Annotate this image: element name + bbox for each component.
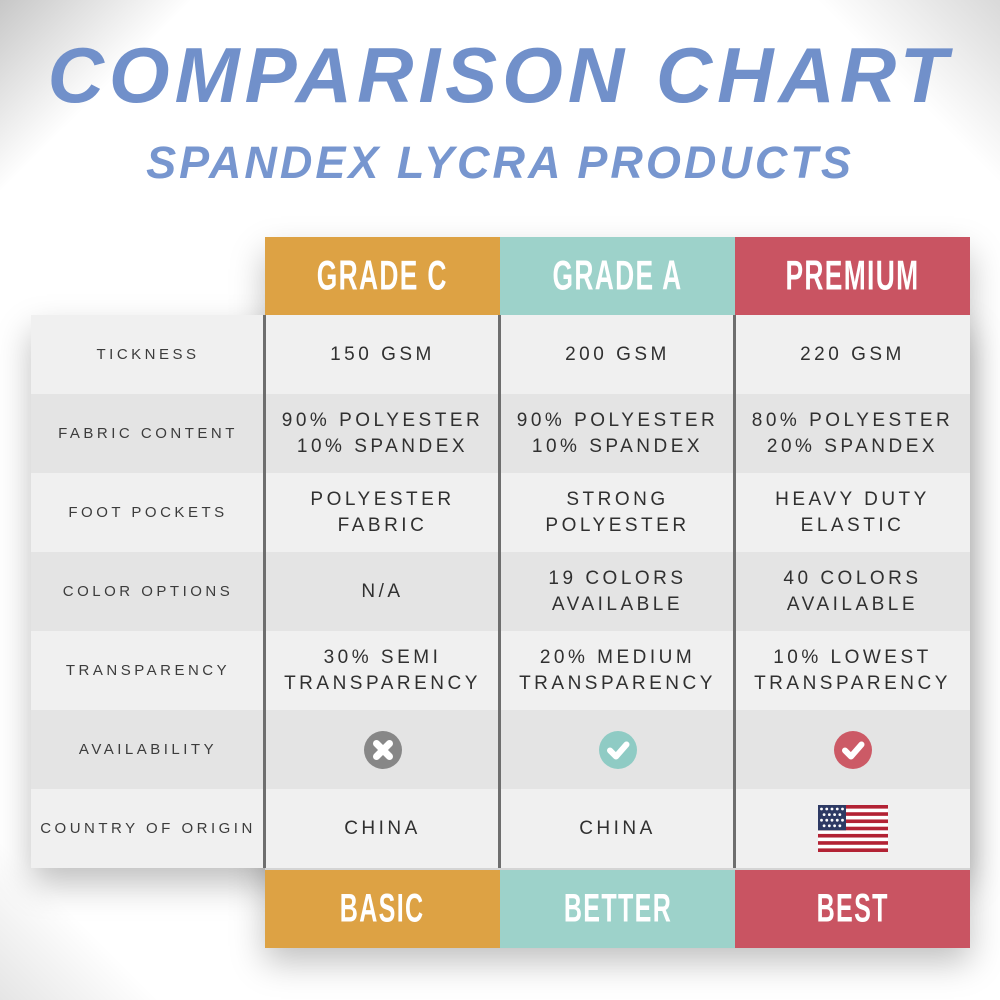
page-subtitle: SPANDEX LYCRA PRODUCTS xyxy=(146,137,854,188)
footer-tier-basic: BASIC xyxy=(265,870,500,948)
footer-tier-best: BEST xyxy=(735,870,970,948)
row-label: FOOT POCKETS xyxy=(68,504,228,521)
cell-value xyxy=(500,710,735,789)
cell-value xyxy=(265,710,500,789)
footer-tier-label: BEST xyxy=(816,886,889,931)
cell-value: 19 COLORS AVAILABLE xyxy=(548,567,687,615)
cell-value: N/A xyxy=(361,580,404,602)
cell-value: 90% POLYESTER 10% SPANDEX xyxy=(281,409,484,457)
cell-value: CHINA xyxy=(579,817,656,839)
column-header-label: GRADE C xyxy=(317,252,448,299)
tier-footer: BASIC BETTER BEST xyxy=(265,868,970,948)
cell-value: STRONG POLYESTER xyxy=(545,488,690,536)
cell-value: 90% POLYESTER 10% SPANDEX xyxy=(516,409,719,457)
usa-flag-icon xyxy=(817,805,888,852)
column-separator xyxy=(263,315,266,868)
column-separator xyxy=(733,315,736,868)
cell-value: 80% POLYESTER 20% SPANDEX xyxy=(751,409,954,457)
row-label: COUNTRY OF ORIGIN xyxy=(40,820,256,837)
cell-value: 200 GSM xyxy=(565,343,670,365)
footer-tier-label: BASIC xyxy=(340,886,425,931)
column-separator xyxy=(498,315,501,868)
cell-value xyxy=(735,710,970,789)
cell-value xyxy=(735,789,970,868)
cell-value: POLYESTER FABRIC xyxy=(310,488,455,536)
row-label: TICKNESS xyxy=(96,346,200,363)
cell-value: 150 GSM xyxy=(330,343,435,365)
row-label: TRANSPARENCY xyxy=(65,662,231,679)
column-header-label: PREMIUM xyxy=(785,252,920,299)
cell-value: CHINA xyxy=(344,817,421,839)
cell-value: 40 COLORS AVAILABLE xyxy=(783,567,922,615)
check-circle-icon xyxy=(833,730,872,769)
footer-tier-label: BETTER xyxy=(563,886,672,931)
cell-value: 10% LOWEST TRANSPARENCY xyxy=(754,646,951,694)
check-circle-icon xyxy=(598,730,637,769)
row-label: AVAILABILITY xyxy=(78,741,218,758)
cell-value: 220 GSM xyxy=(800,343,905,365)
row-label: FABRIC CONTENT xyxy=(58,425,238,442)
footer-tier-better: BETTER xyxy=(500,870,735,948)
column-header-grade-c: GRADE C xyxy=(265,237,500,328)
cell-value: 30% SEMI TRANSPARENCY xyxy=(284,646,481,694)
cell-value: HEAVY DUTY ELASTIC xyxy=(775,488,930,536)
cell-value: 20% MEDIUM TRANSPARENCY xyxy=(519,646,716,694)
column-header-label: GRADE A xyxy=(552,252,683,299)
column-header-premium: PREMIUM xyxy=(735,237,970,328)
row-label: COLOR OPTIONS xyxy=(62,583,234,600)
cross-circle-icon xyxy=(363,730,402,769)
page-title: COMPARISON CHART xyxy=(47,31,953,119)
column-headers: GRADE C GRADE A PREMIUM xyxy=(265,237,970,328)
column-header-grade-a: GRADE A xyxy=(500,237,735,328)
